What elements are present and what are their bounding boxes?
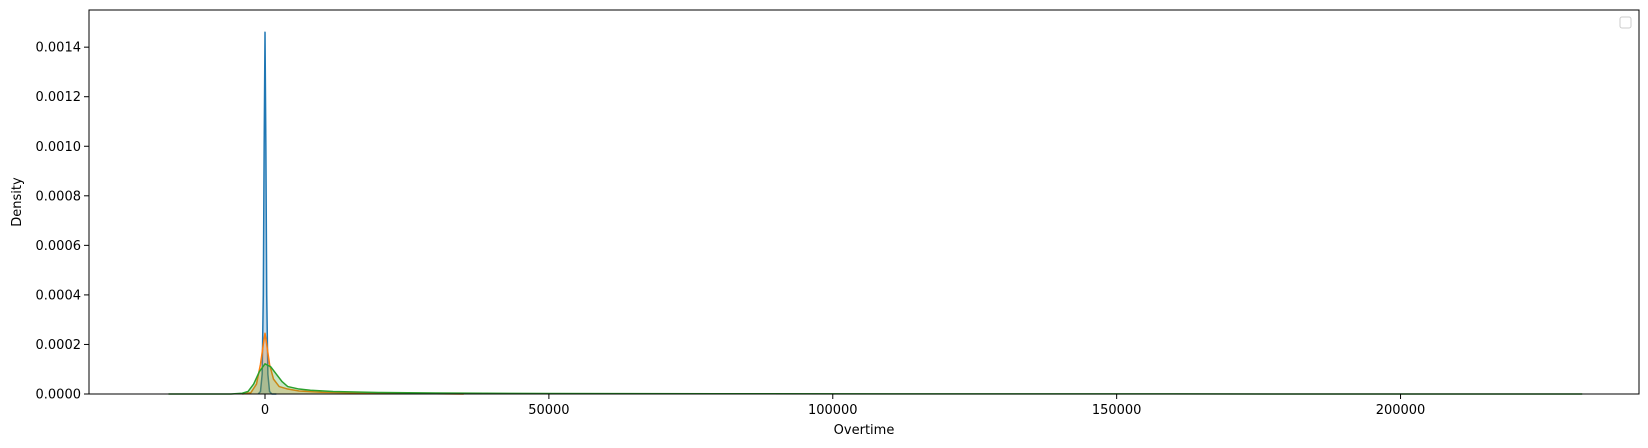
x-tick-label: 50000 xyxy=(528,403,569,418)
series-3-line xyxy=(168,363,1583,395)
series-3-fill xyxy=(168,363,1583,394)
legend-box xyxy=(1619,16,1632,29)
y-tick-label: 0.0010 xyxy=(36,140,82,155)
plot-frame xyxy=(88,9,1640,395)
x-tick-label: 0 xyxy=(261,403,269,418)
x-tick-label: 200000 xyxy=(1376,403,1426,418)
series-2-line xyxy=(242,332,464,395)
x-axis-label: Overtime xyxy=(834,423,895,438)
x-axis: 0 50000 100000 150000 200000 xyxy=(261,394,1425,418)
y-tick-label: 0.0014 xyxy=(36,41,82,56)
y-axis: 0.0000 0.0002 0.0004 0.0006 0.0008 0.0010 0.00… xyxy=(36,41,89,403)
series-1-line xyxy=(257,31,277,395)
y-tick-label: 0.0004 xyxy=(36,288,82,303)
y-tick-label: 0.0012 xyxy=(36,90,82,105)
y-tick-label: 0.0008 xyxy=(36,189,82,204)
density-curves xyxy=(168,31,1583,395)
x-tick-label: 100000 xyxy=(808,403,858,418)
y-tick-label: 0.0006 xyxy=(36,239,82,254)
x-tick-label: 150000 xyxy=(1092,403,1142,418)
y-axis-label: Density xyxy=(10,177,25,227)
y-tick-label: 0.0002 xyxy=(36,338,82,353)
y-tick-label: 0.0000 xyxy=(36,388,82,403)
